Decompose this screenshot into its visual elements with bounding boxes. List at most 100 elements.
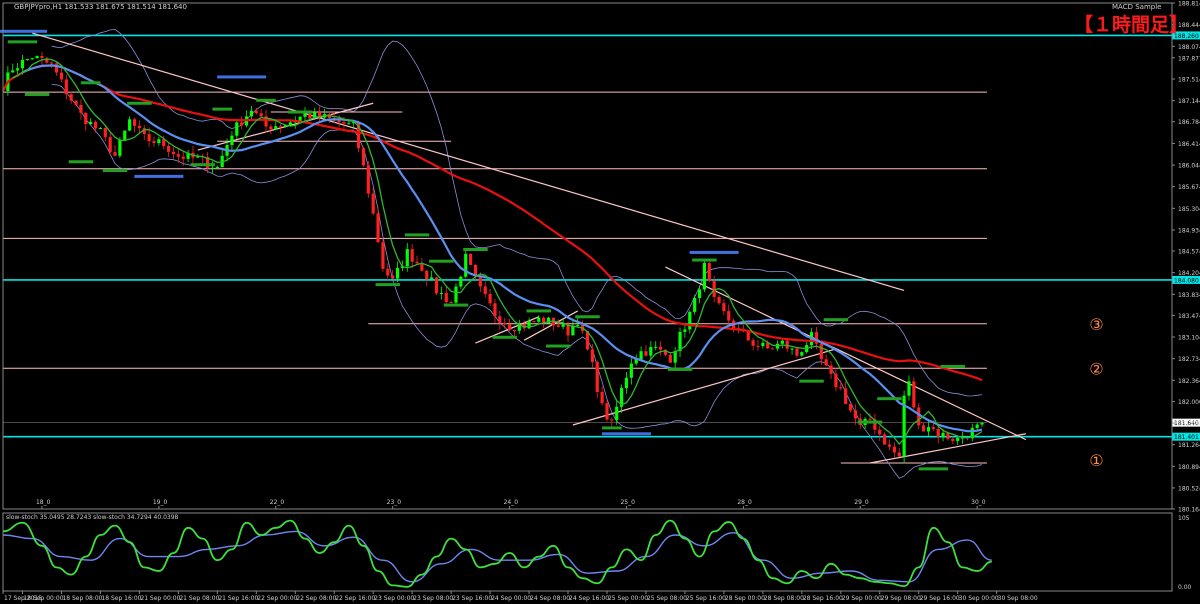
y-tick-label: 188.444 xyxy=(1178,22,1200,29)
swing-marker xyxy=(667,367,693,371)
candle-body xyxy=(970,427,974,439)
y-tick-label: 182.364 xyxy=(1178,378,1200,385)
swing-marker xyxy=(68,160,94,164)
swing-marker xyxy=(443,303,469,307)
y-tick-label: 184.204 xyxy=(1178,270,1200,277)
candle-body xyxy=(542,317,546,324)
y-tick-label: 180.894 xyxy=(1178,464,1200,471)
candle-body xyxy=(405,249,409,267)
candle-body xyxy=(74,100,78,105)
candle-body xyxy=(25,59,29,61)
candle-body xyxy=(605,403,609,420)
candle-body xyxy=(313,112,317,119)
candle-body xyxy=(20,59,25,69)
y-tick-label: 182.000 xyxy=(1178,399,1200,406)
swing-marker xyxy=(823,318,849,322)
candle-body xyxy=(897,452,901,457)
swing-marker xyxy=(602,426,622,430)
candle-body xyxy=(259,113,263,117)
candle-body xyxy=(780,340,784,344)
candle-body xyxy=(215,166,219,168)
candle-body xyxy=(410,249,414,262)
x-tick-label: 21 Sep 08:00 xyxy=(179,595,219,602)
candle-body xyxy=(483,286,487,294)
x-tick-label: 21 Sep 00:00 xyxy=(140,595,180,602)
x-tick-label: 28 Sep 00:00 xyxy=(725,595,765,602)
swing-marker xyxy=(689,250,739,254)
x-tick-label: 29 Sep 08:00 xyxy=(881,595,921,602)
candle-body xyxy=(98,128,103,130)
zone-annotation: ③ xyxy=(1089,315,1103,334)
candle-body xyxy=(668,354,672,363)
candle-body xyxy=(590,349,594,363)
trend-line xyxy=(869,433,1026,464)
candle-body xyxy=(585,330,590,350)
y-tick-label: 187.877 xyxy=(1178,55,1200,62)
candle-body xyxy=(936,428,940,437)
swing-marker xyxy=(256,98,276,102)
candle-body xyxy=(517,324,521,331)
candle-body xyxy=(162,139,166,146)
candle-body xyxy=(54,63,59,73)
candle-body xyxy=(64,79,68,95)
candle-body xyxy=(926,427,931,432)
symbol-header: GBPJPYpro,H1 181.533 181.675 181.514 181… xyxy=(14,3,187,11)
candle-body xyxy=(269,126,273,130)
candle-body xyxy=(980,422,984,425)
candle-body xyxy=(678,331,682,352)
y-tick-label: 183.474 xyxy=(1178,313,1200,320)
bollinger-upper xyxy=(51,29,983,397)
candle-body xyxy=(834,373,838,388)
candle-body xyxy=(756,345,760,347)
candle-body xyxy=(931,427,935,429)
y-tick-label: 186.044 xyxy=(1178,163,1200,170)
candle-body xyxy=(707,263,711,281)
x-tick-label: 30 Sep 00:00 xyxy=(959,595,999,602)
candle-body xyxy=(264,116,268,127)
candle-body xyxy=(308,113,312,119)
candle-body xyxy=(356,122,361,149)
x-tick-label: 23 Sep 16:00 xyxy=(452,595,492,602)
candle-body xyxy=(907,381,911,396)
candle-body xyxy=(951,438,955,441)
candle-body xyxy=(79,104,83,113)
candle-body xyxy=(507,324,512,331)
candle-body xyxy=(352,122,356,124)
candle-body xyxy=(853,410,857,419)
candle-body xyxy=(868,418,872,420)
candle-body xyxy=(103,128,107,138)
candle-body xyxy=(795,348,799,356)
swing-marker xyxy=(692,258,717,262)
candle-body xyxy=(230,135,234,146)
candle-body xyxy=(600,392,604,404)
candle-body xyxy=(473,264,478,276)
main-frame xyxy=(2,2,1173,510)
candle-body xyxy=(478,275,482,287)
candle-body xyxy=(658,346,663,350)
ma-mid xyxy=(22,64,983,433)
candle-body xyxy=(254,110,258,114)
candle-body xyxy=(814,332,819,344)
y-tick-label: 185.304 xyxy=(1178,206,1200,213)
candle-body xyxy=(415,261,419,264)
x-tick-label: 22 Sep 16:00 xyxy=(335,595,375,602)
candle-body xyxy=(722,303,726,312)
x-tick-label: 18 Sep 16:00 xyxy=(101,595,141,602)
candle-body xyxy=(503,322,507,325)
candle-body xyxy=(142,128,146,135)
swing-marker xyxy=(526,309,552,313)
candle-body xyxy=(619,388,624,407)
day-label: 22_0 xyxy=(270,499,285,506)
stochastic-pane[interactable] xyxy=(2,519,992,588)
candle-body xyxy=(819,343,823,360)
y-tick-label: 183.104 xyxy=(1178,335,1200,342)
candle-body xyxy=(84,112,88,125)
candle-body xyxy=(624,377,629,389)
candle-body xyxy=(697,289,702,299)
candle-body xyxy=(688,311,692,330)
candle-body xyxy=(702,263,706,290)
main-price-pane[interactable]: 188.260 184.080 181.401 181.640 ③ ② ① xyxy=(0,29,1200,479)
candle-body xyxy=(366,165,370,194)
